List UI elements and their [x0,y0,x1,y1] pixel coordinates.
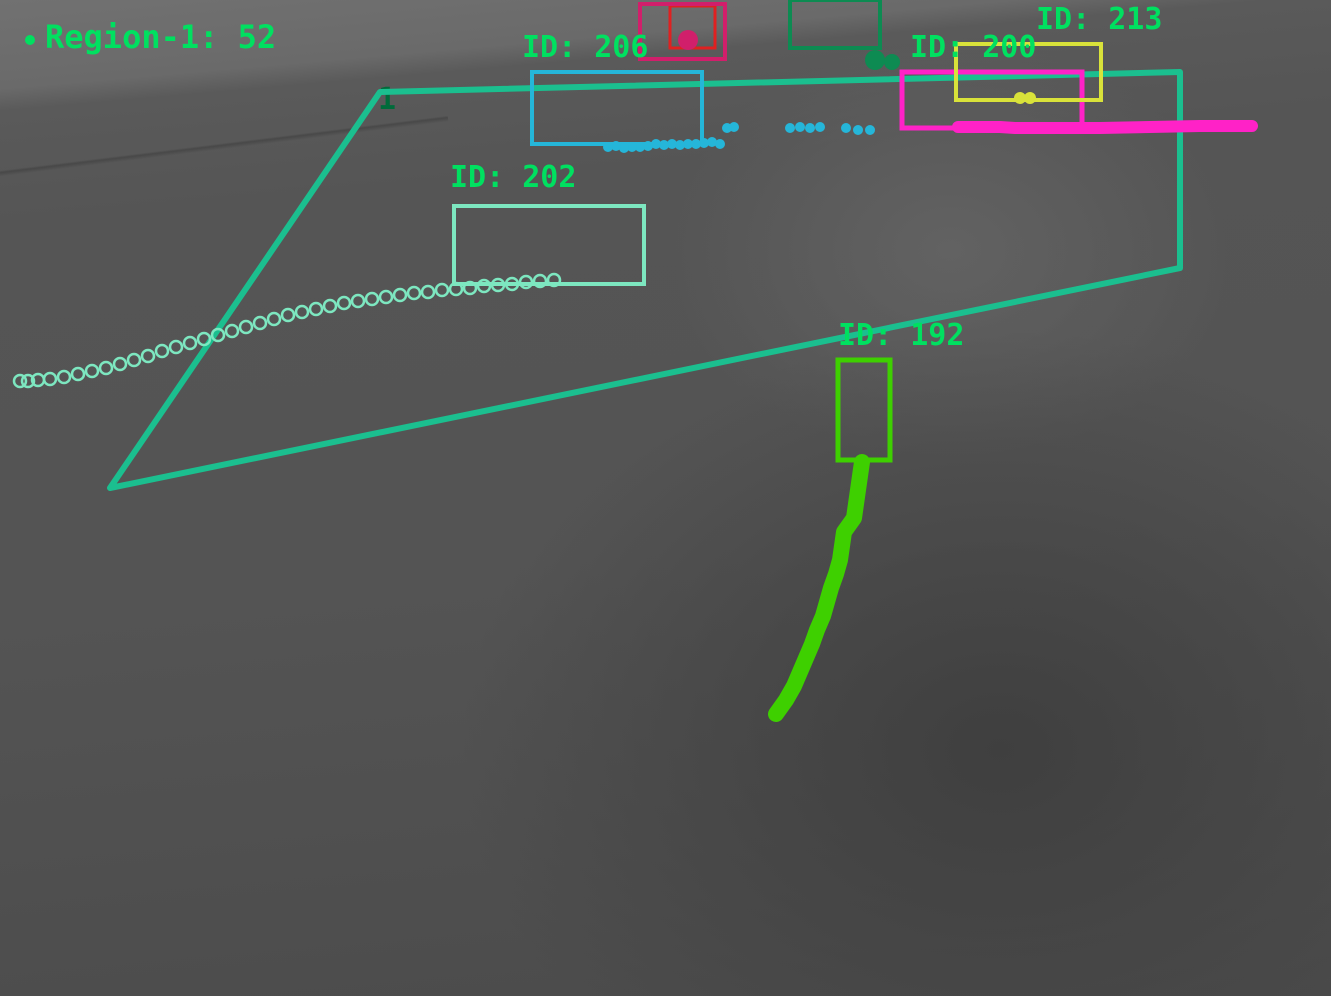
detection-trail-202 [310,303,322,315]
detection-trail-202 [14,375,26,387]
detection-trail-202 [436,284,448,296]
detection-label-206: ID: 206 [522,30,648,65]
unlabeled-box-1 [640,4,725,59]
detection-overlay [0,0,1331,996]
detection-trail-206 [795,122,805,132]
detection-trail-206 [785,123,795,133]
detection-label-213: ID: 213 [1036,2,1162,37]
detection-label-200: ID: 200 [910,30,1036,65]
detection-box-192 [838,360,890,460]
detection-trail-202 [240,321,252,333]
detection-trail-202 [296,306,308,318]
detection-trail-202 [86,365,98,377]
unlabeled-box-2 [790,0,880,48]
detection-trail-206 [722,123,732,133]
detection-trail-200 [958,126,1252,128]
detection-label-192: ID: 192 [838,318,964,353]
detection-trail-202 [72,368,84,380]
detection-box-202 [454,206,644,284]
detection-trail-202 [156,345,168,357]
detection-trail-213 [1014,92,1026,104]
detection-trail-202 [128,354,140,366]
detection-trail-202 [114,358,126,370]
detection-trail-202 [366,293,378,305]
marker-dot-0 [678,30,698,50]
detection-trail-206 [603,142,613,152]
marker-dot-2 [884,54,900,70]
detection-trail-202 [338,297,350,309]
detection-trail-202 [226,325,238,337]
detection-trail-192 [776,462,862,714]
detection-trail-202 [324,300,336,312]
detection-trail-202 [142,350,154,362]
marker-dot-1 [865,50,885,70]
detection-trail-202 [184,337,196,349]
detection-trail-202 [422,286,434,298]
detection-trail-206 [853,125,863,135]
detection-trail-202 [44,373,56,385]
detection-trail-202 [100,362,112,374]
detection-label-202: ID: 202 [450,160,576,195]
detection-trail-206 [865,125,875,135]
detection-trail-202 [254,317,266,329]
detection-trail-202 [352,295,364,307]
detection-trail-202 [394,289,406,301]
detection-trail-202 [170,341,182,353]
detection-trail-202 [58,371,70,383]
detection-trail-206 [841,123,851,133]
detection-trail-202 [268,313,280,325]
detection-trail-202 [380,291,392,303]
detection-trail-202 [282,309,294,321]
detection-trail-202 [408,287,420,299]
detection-trail-206 [815,122,825,132]
detection-trail-206 [805,123,815,133]
